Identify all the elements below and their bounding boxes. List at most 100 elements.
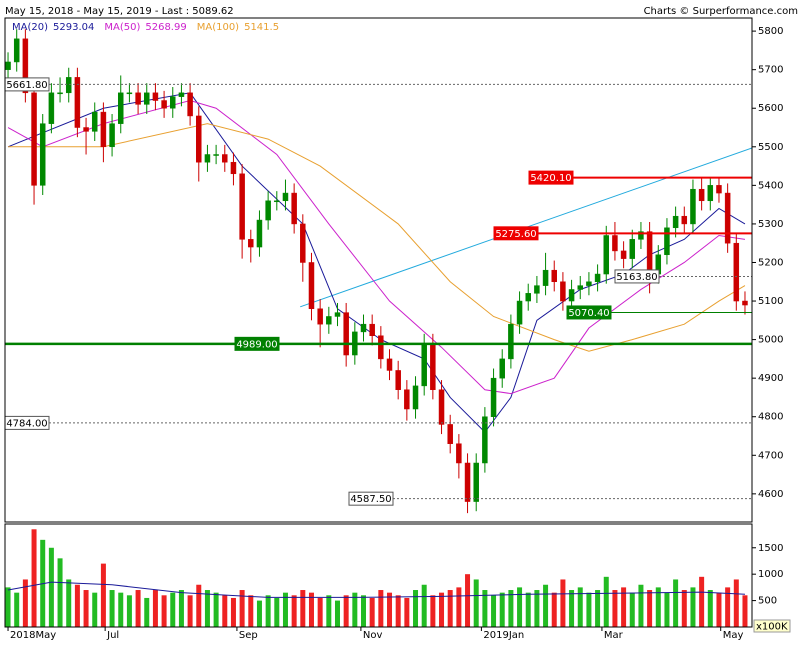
y-tick-label: 5100 (758, 296, 783, 307)
candle-body (716, 185, 722, 194)
volume-bar (282, 592, 288, 627)
candle-body (100, 111, 107, 148)
volume-bar (621, 587, 627, 627)
y-tick-label: 5600 (758, 103, 783, 114)
level-label-box (348, 491, 394, 506)
volume-bar (577, 587, 583, 627)
candle-body (577, 285, 583, 290)
candle-body (646, 231, 653, 275)
candle-body (213, 154, 219, 156)
volume-bar (465, 574, 471, 627)
candle-body (230, 161, 237, 175)
volume-bar (638, 584, 644, 627)
level-label-box (234, 336, 280, 351)
volume-bar (525, 592, 531, 627)
volume-bar (473, 579, 479, 627)
moving-average (8, 123, 746, 352)
volume-bar (334, 600, 340, 627)
candle-body (542, 269, 549, 286)
candle-body (248, 239, 254, 248)
legend-value: 5268.99 (145, 22, 186, 33)
candle-body (456, 443, 462, 464)
volume-bar (317, 597, 323, 627)
volume-bar (109, 590, 115, 627)
candle-body (638, 231, 644, 240)
volume-bar (491, 595, 497, 627)
legend-name: MA(20) (12, 22, 48, 33)
volume-bar (22, 579, 28, 627)
candle-body (334, 312, 341, 317)
candle-body (681, 215, 688, 225)
legend-name: MA(100) (197, 22, 239, 33)
volume-bar (664, 592, 670, 627)
volume-bar (170, 592, 176, 627)
volume-bar (508, 590, 514, 627)
x-tick-label: Jul (106, 630, 119, 641)
candle-body (499, 358, 505, 379)
y-tick-label: 5500 (758, 142, 783, 153)
level-label-box (493, 226, 539, 241)
volume-bar (421, 584, 427, 627)
x-tick-label: May (723, 630, 744, 641)
level-label: 5070.40 (568, 308, 609, 319)
volume-bar (647, 590, 653, 627)
legend-value: 5141.5 (244, 22, 279, 33)
volume-bar (352, 592, 358, 627)
candle-body (196, 115, 202, 163)
candle-body (430, 343, 436, 390)
volume-bar (586, 592, 592, 627)
candle-body (690, 188, 696, 225)
level-label: 4989.00 (236, 339, 277, 350)
volume-unit: x100K (756, 622, 788, 633)
candle-body (161, 100, 167, 109)
candle-body (187, 92, 193, 117)
candle-body (395, 370, 401, 390)
volume-bar (361, 595, 367, 627)
volume-bar (291, 595, 297, 627)
candle-body (126, 92, 133, 95)
volume-bar (629, 592, 635, 627)
candle-body (239, 173, 245, 240)
candle-body (369, 323, 375, 336)
volume-bar (152, 590, 158, 627)
candle-body (482, 416, 488, 464)
legend-value: 5293.04 (53, 22, 94, 33)
candle-body (300, 223, 306, 263)
volume-average (7, 581, 746, 598)
candle-body (178, 92, 185, 97)
candle-body (612, 235, 618, 252)
y-tick-label: 4800 (758, 412, 783, 423)
volume-bar (135, 590, 141, 627)
candle-body (57, 92, 63, 95)
overlay: 4600 4700 4800 4900 5000 5100 5200 5300 5400 5500… (4, 22, 791, 641)
level-label: 5275.60 (495, 229, 536, 240)
candle-body (404, 389, 410, 410)
volume-bar (655, 587, 661, 627)
candle-body (274, 200, 280, 203)
candle-body (490, 377, 497, 417)
volume-bar (499, 592, 505, 627)
volume-bar (256, 600, 262, 627)
chart-credit: Charts © Surperformance.com (644, 6, 798, 17)
candle-body (421, 343, 427, 387)
volume-bar (707, 590, 713, 627)
candle-body (135, 92, 141, 105)
candle-body (724, 192, 731, 244)
level-label: 5163.80 (616, 272, 657, 283)
volume-bar (716, 592, 722, 627)
volume-bar (326, 595, 332, 627)
candle-body (447, 424, 453, 444)
volume-bar (213, 592, 219, 627)
volume-bar (413, 590, 419, 627)
candle-body (438, 389, 445, 425)
candle-body (586, 281, 592, 286)
volume-bar (144, 597, 150, 627)
candle-body (144, 92, 150, 105)
volume-bar (239, 590, 245, 627)
volume-bar (31, 529, 37, 627)
candle-body (282, 192, 289, 202)
candle-body (265, 200, 271, 221)
candle-body (594, 273, 601, 283)
candle-body (222, 154, 228, 163)
